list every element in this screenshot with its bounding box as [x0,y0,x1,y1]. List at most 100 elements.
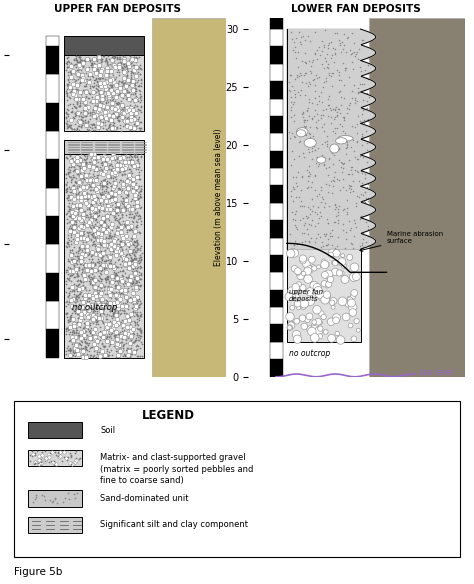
Point [110,247,118,256]
Point [84,55,92,65]
Point [96,198,104,207]
Point [99,206,107,215]
Point [287,106,295,115]
Point [108,338,116,347]
Point [115,222,122,231]
Point [333,108,341,117]
Point [136,203,144,212]
Point [76,155,84,164]
Point [119,239,127,248]
Point [86,204,93,214]
Point [125,263,133,272]
Point [83,182,91,191]
Point [131,336,139,346]
Point [328,146,335,155]
Point [335,105,342,114]
Point [98,346,105,355]
Point [88,196,96,205]
Point [111,258,119,267]
Point [331,259,339,268]
Point [328,71,335,81]
Point [315,92,322,101]
Point [131,294,138,303]
Point [104,62,112,72]
Point [119,106,127,115]
Point [80,265,88,274]
Point [137,253,145,262]
Point [318,140,325,149]
Point [109,108,117,117]
Point [294,269,302,278]
Point [65,257,73,266]
Point [102,232,109,242]
Point [137,312,144,321]
Point [85,305,93,315]
Point [127,273,134,283]
Point [123,93,131,102]
Point [321,231,328,240]
Point [115,107,123,116]
Point [100,196,107,206]
Point [105,319,112,328]
Point [128,54,136,64]
Point [78,270,85,279]
Point [71,273,78,282]
Point [294,299,301,308]
Point [132,150,139,159]
Point [113,273,121,282]
Point [96,239,103,248]
Point [129,155,137,165]
Point [107,263,115,273]
Point [111,169,118,178]
Point [68,304,76,314]
Point [90,282,98,291]
Point [109,183,117,193]
Point [98,90,106,99]
Point [79,61,87,71]
Point [77,235,84,245]
Point [86,173,93,182]
Point [130,150,138,159]
Point [128,57,136,67]
Point [133,296,141,305]
Point [115,183,123,193]
Point [309,58,316,67]
Point [290,197,297,206]
Point [137,326,145,336]
Point [355,84,362,93]
Point [328,69,336,78]
Point [84,293,91,302]
Point [320,230,328,239]
Point [66,458,74,468]
Point [86,280,94,289]
Point [71,159,79,169]
Point [71,213,79,223]
Point [102,263,110,272]
Point [110,330,118,339]
Point [346,180,353,190]
Point [135,277,143,287]
Point [107,74,114,83]
Point [121,285,129,294]
Point [91,190,99,200]
Point [102,299,109,308]
Point [325,60,332,69]
Point [69,66,76,75]
Point [314,327,322,336]
Point [80,191,88,200]
Point [336,120,344,129]
Point [107,173,115,182]
Point [88,273,96,283]
Point [88,248,96,257]
Point [69,193,76,202]
Point [114,200,122,209]
Point [67,107,74,117]
Point [133,155,141,165]
Point [122,162,130,171]
Point [101,188,109,197]
Point [113,208,120,217]
Point [104,298,111,308]
Point [130,212,137,221]
Point [79,116,86,126]
Point [79,98,86,107]
